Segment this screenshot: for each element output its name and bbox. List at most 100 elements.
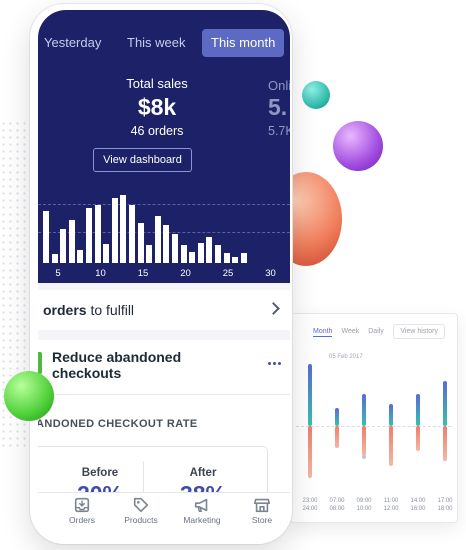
tab-this-week[interactable]: This week (127, 35, 186, 50)
sales-bar (43, 211, 49, 263)
secondary-stat-value: 5. (268, 94, 288, 120)
bottom-nav: Orders Products Marketing (38, 492, 290, 530)
history-bar-down (335, 426, 339, 448)
sales-bar (154, 215, 161, 263)
history-tab-week[interactable]: Week (341, 328, 360, 335)
history-bar-up (443, 381, 447, 426)
sales-bar (215, 244, 221, 263)
sales-bar (60, 228, 67, 263)
orders-to-fulfill-text: orders to fulfill (43, 302, 134, 318)
orders-to-fulfill-row[interactable]: orders to fulfill (38, 290, 290, 330)
history-time-label: 11:00 12:00 (383, 498, 399, 512)
orders-bold: orders (43, 302, 87, 318)
secondary-stat-sub: 5.7K (268, 124, 290, 138)
sales-x-tick: 20 (180, 268, 191, 279)
abandoned-title: Reduce abandoned checkouts (52, 349, 182, 381)
history-time-label: 09:00 10:00 (356, 498, 372, 512)
total-sales-label: Total sales (126, 76, 188, 91)
sales-bar (172, 233, 178, 263)
sales-bar (146, 244, 153, 263)
nav-marketing[interactable]: Marketing (172, 496, 232, 525)
nav-products-label: Products (124, 515, 158, 525)
nav-products[interactable]: Products (111, 496, 171, 525)
tab-this-month[interactable]: This month (202, 29, 285, 57)
history-bar-down (416, 426, 420, 451)
sales-bar-chart: 5 10 15 20 25 30 (38, 180, 290, 283)
history-bar-down (308, 426, 312, 478)
history-bar-up (416, 394, 420, 426)
history-axis (296, 426, 451, 427)
sales-x-tick: 5 (55, 268, 61, 279)
history-tab-month[interactable]: Month (313, 328, 333, 337)
history-bar-up (362, 394, 366, 426)
sales-bar (86, 208, 92, 263)
sales-bar (232, 256, 239, 263)
view-dashboard-button[interactable]: View dashboard (93, 148, 192, 172)
sales-bar (163, 225, 170, 263)
sales-bar (103, 243, 110, 263)
sales-bar (206, 237, 213, 263)
tab-yesterday[interactable]: Yesterday (44, 35, 102, 50)
store-icon (253, 498, 271, 513)
sales-x-tick: 10 (95, 268, 106, 279)
history-marker-dot (362, 455, 366, 459)
history-bar-down (362, 426, 366, 456)
decor-teal-ball (302, 81, 330, 109)
sales-bar (240, 253, 247, 263)
more-options-icon[interactable] (268, 362, 281, 365)
history-bar-up (335, 408, 339, 426)
nav-orders[interactable]: Orders (52, 496, 112, 525)
sales-bar (189, 252, 196, 263)
chart-gridline (38, 204, 290, 205)
after-label: After (189, 467, 217, 479)
sales-bar (111, 198, 118, 263)
nav-orders-label: Orders (69, 515, 95, 525)
total-sales-value: $8k (137, 94, 177, 120)
history-card: Month Week Daily View history 05 Feb 201… (290, 313, 458, 523)
sales-bar (197, 242, 204, 263)
history-time-label: 17:00 18:00 (437, 498, 453, 512)
view-history-button[interactable]: View history (393, 324, 445, 339)
sales-bar (137, 223, 144, 263)
history-tab-daily[interactable]: Daily (368, 328, 384, 335)
sales-hero: Yesterday This week This month Total sal… (38, 10, 290, 283)
history-time-label: 07:00 08:00 (329, 498, 345, 512)
sales-bar (51, 254, 58, 263)
sales-x-tick: 25 (222, 268, 234, 279)
orders-icon (74, 497, 90, 513)
history-bar-down (443, 426, 447, 461)
megaphone-icon (194, 498, 208, 513)
sales-bar (223, 253, 230, 263)
sales-bar (68, 219, 75, 263)
before-label: Before (81, 467, 119, 479)
phone-frame: Yesterday This week This month Total sal… (30, 4, 292, 544)
nav-store[interactable]: Store (232, 496, 290, 525)
sales-x-tick: 15 (137, 268, 149, 279)
history-time-label: 14:00 16:00 (410, 498, 426, 512)
sales-bar (120, 195, 127, 263)
orders-count: 46 orders (130, 124, 184, 138)
history-time-label: 23:00 24:00 (302, 498, 318, 512)
abandoned-rate-title: ANDONED CHECKOUT RATE (38, 418, 198, 430)
tag-icon (133, 497, 149, 513)
history-bar-up (308, 364, 312, 426)
divider (38, 394, 290, 395)
secondary-stat-label: Onli (268, 78, 290, 93)
sales-bar (94, 204, 101, 263)
nav-marketing-label: Marketing (183, 515, 221, 525)
history-bar-up (389, 404, 393, 426)
sales-bar (180, 244, 187, 263)
sales-bar (129, 204, 135, 263)
sales-x-tick: 30 (265, 268, 276, 279)
accent-bar (38, 352, 42, 374)
history-bar-down (389, 426, 393, 466)
nav-store-label: Store (251, 515, 273, 525)
history-date: 05 Feb 2017 (329, 354, 363, 360)
chevron-right-icon (267, 302, 280, 315)
phone-screen: Yesterday This week This month Total sal… (38, 10, 290, 530)
decor-green-ball (4, 371, 54, 421)
to-fulfill-text: to fulfill (86, 302, 135, 318)
sales-bar (77, 250, 84, 263)
decor-purple-ball (333, 121, 383, 171)
history-tabs: Month Week Daily (313, 328, 384, 337)
